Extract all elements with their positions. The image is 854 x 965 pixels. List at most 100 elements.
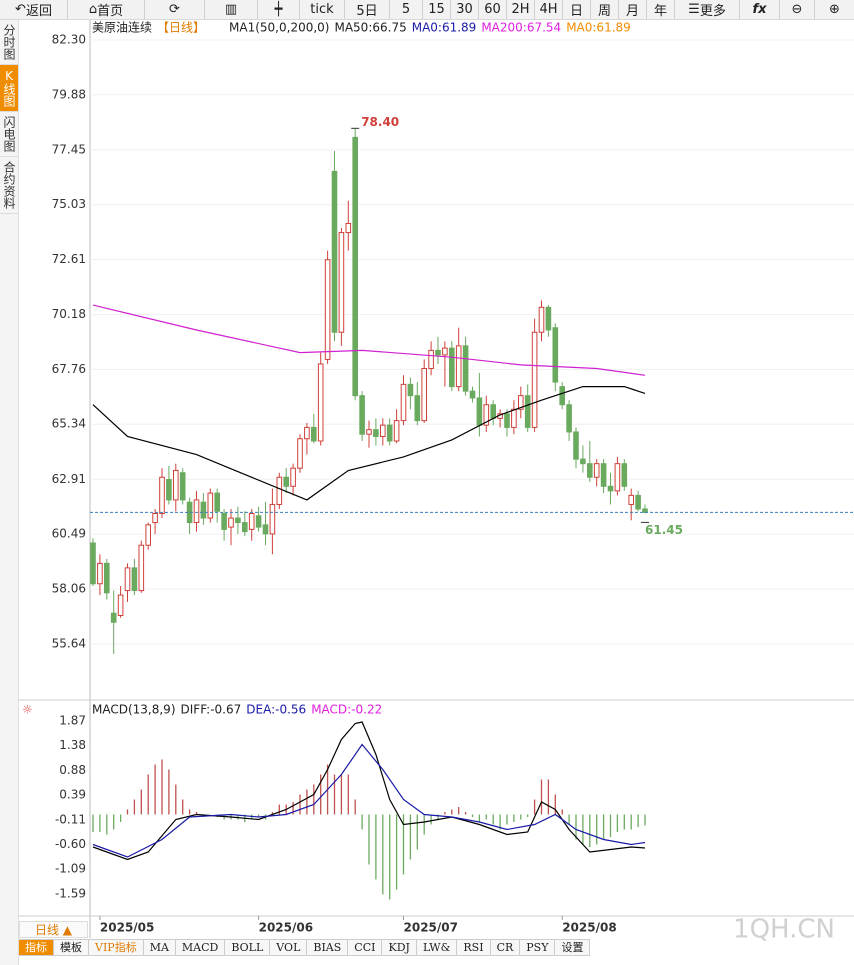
zoom-out-button[interactable]: ⊖	[780, 0, 815, 19]
candle-body	[483, 404, 490, 426]
period-button[interactable]: 5	[390, 0, 423, 19]
y-tick-label: -0.60	[55, 837, 86, 851]
candle-body	[228, 517, 234, 528]
candle-body	[269, 503, 276, 535]
bottom-tab[interactable]: CR	[490, 939, 521, 956]
candle-body	[414, 395, 421, 422]
candle-body	[518, 395, 524, 410]
y-tick-label: 65.34	[52, 417, 86, 431]
candle-body	[124, 567, 131, 592]
bottom-tab[interactable]: VIP指标	[89, 939, 144, 956]
candle-body	[621, 463, 628, 487]
candle-body	[104, 562, 110, 594]
candle-body	[317, 363, 324, 442]
bottom-tab[interactable]: PSY	[520, 939, 556, 956]
candle-icon-button[interactable]: ┿	[258, 0, 300, 19]
candle-body	[524, 395, 531, 428]
candle-body	[366, 429, 372, 435]
legend-entry: MACD:-0.22	[311, 703, 382, 717]
candle-body	[462, 345, 469, 392]
period-button[interactable]: 4H	[535, 0, 563, 19]
period-button[interactable]: 15	[423, 0, 451, 19]
period-button[interactable]: 30	[451, 0, 479, 19]
legend-entry: MA1(50,0,200,0)	[229, 21, 329, 35]
candle-body	[531, 331, 538, 428]
side-tab[interactable]: 合约资料	[0, 157, 18, 214]
bottom-tab[interactable]: CCI	[348, 939, 383, 956]
y-tick-label: 70.18	[52, 307, 86, 321]
candle-body	[311, 426, 317, 442]
candle-body	[566, 404, 572, 433]
label: 更多	[699, 4, 726, 19]
candle-body	[380, 424, 386, 437]
indicator-line	[92, 386, 646, 501]
candle-body	[110, 612, 117, 623]
bottom-tabs: 指标 模板 VIP指标 MA MACD BOLL VOL BIAS CCI KD…	[19, 939, 591, 956]
more-button[interactable]: ☰ 更多	[675, 0, 740, 19]
bottom-tab[interactable]: RSI	[457, 939, 491, 956]
period-button[interactable]: 年	[647, 0, 675, 19]
bottom-tab[interactable]: LW&	[416, 939, 458, 956]
bottom-tab[interactable]: KDJ	[382, 939, 417, 956]
back-button[interactable]: ↶ 返回	[0, 0, 68, 19]
bottom-tab[interactable]: BIAS	[307, 939, 349, 956]
candle-body	[538, 306, 545, 333]
bottom-tab[interactable]: 设置	[555, 939, 591, 956]
y-tick-label: 79.88	[52, 87, 86, 101]
candle-body	[117, 594, 124, 616]
chart-icon-button[interactable]: ▥	[205, 0, 258, 19]
bottom-tab[interactable]: 模板	[54, 939, 89, 956]
toolbar: ↶ 返回 ⌂ 首页 ⟳ ▥ ┿ tick 5日 5 15 30 60 2H 4H 日…	[0, 0, 854, 20]
candle-body	[290, 467, 296, 487]
candle-body	[324, 259, 331, 360]
y-tick-label: 0.39	[59, 788, 86, 802]
candle-body	[138, 544, 145, 592]
y-tick-label: 72.61	[52, 252, 86, 266]
x-tick-label: 2025/05	[100, 921, 154, 935]
side-tab[interactable]: 分时图	[0, 20, 18, 65]
candle-body	[159, 476, 165, 515]
bottom-tab[interactable]: VOL	[270, 939, 308, 956]
candle-body	[476, 397, 483, 426]
y-tick-label: 77.45	[52, 142, 86, 156]
y-tick-label: 62.91	[52, 472, 86, 486]
candle-body	[628, 494, 635, 505]
watermark: 1QH.CN	[733, 915, 835, 945]
candle-body	[207, 492, 214, 519]
bottom-tab[interactable]: 指标	[19, 939, 54, 956]
annotation: 78.40	[361, 115, 399, 129]
period-button[interactable]: 60	[479, 0, 507, 19]
home-button[interactable]: ⌂ 首页	[68, 0, 145, 19]
candle-body	[635, 494, 641, 510]
candle-body	[179, 472, 186, 501]
candle-body	[255, 515, 262, 528]
bottom-tab[interactable]: MACD	[175, 939, 226, 956]
legend-entry: DEA:-0.56	[246, 703, 306, 717]
bottom-tab[interactable]: BOLL	[225, 939, 271, 956]
side-tabs: 分时图 K线图 闪电图 合约资料	[0, 20, 19, 965]
side-tab[interactable]: 闪电图	[0, 112, 18, 157]
candle-body	[221, 513, 227, 530]
side-tab[interactable]: K线图	[0, 65, 18, 112]
y-tick-label: 1.87	[59, 714, 86, 728]
legend-entry: MACD(13,8,9)	[92, 703, 176, 717]
candle-body	[152, 513, 158, 524]
period-button[interactable]: tick	[300, 0, 345, 19]
bottom-tab[interactable]: MA	[143, 939, 176, 956]
candle-body	[407, 383, 414, 397]
zoom-in-button[interactable]: ⊕	[829, 2, 840, 17]
formula-button[interactable]: fx	[740, 0, 780, 19]
refresh-button[interactable]: ⟳	[145, 0, 205, 19]
period-button[interactable]: 月	[619, 0, 647, 19]
period-button[interactable]: 日	[563, 0, 591, 19]
candle-body	[331, 170, 338, 333]
period-button[interactable]: 周	[591, 0, 619, 19]
candle-body	[131, 567, 138, 592]
y-tick-label: 0.88	[59, 763, 86, 777]
y-tick-label: -0.11	[55, 813, 86, 827]
period-button[interactable]: 2H	[507, 0, 535, 19]
period-button[interactable]: 5日	[345, 0, 390, 19]
period-selector[interactable]: 日线 ▲	[19, 921, 88, 938]
y-tick-label: -1.09	[55, 862, 86, 876]
